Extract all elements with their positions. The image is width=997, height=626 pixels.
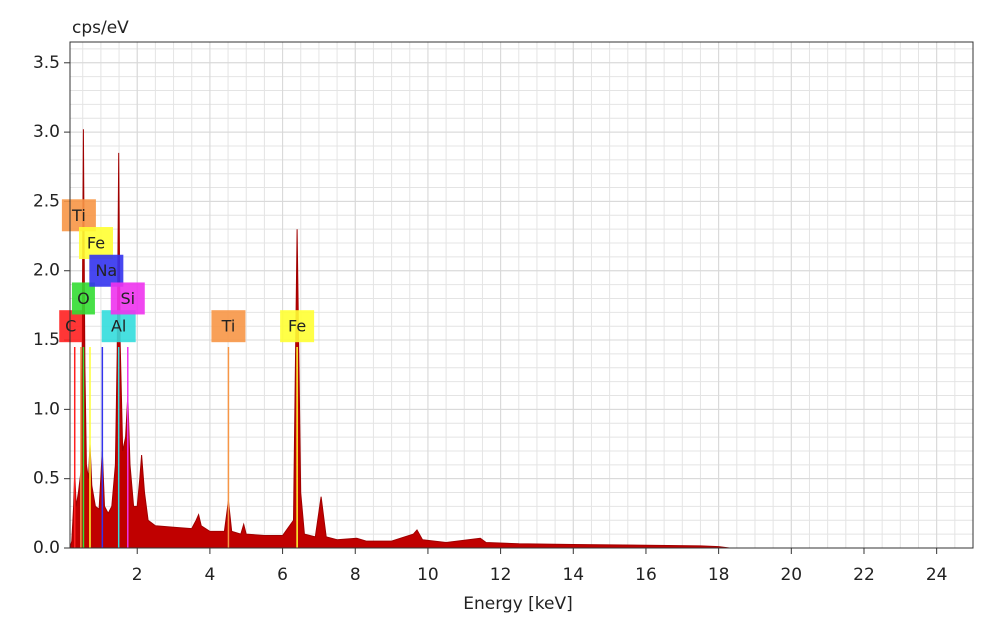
element-label: Al [111,317,126,336]
element-label: O [77,289,90,308]
y-tick-label: 0.0 [33,538,60,558]
element-label-box [89,254,124,287]
x-tick-label: 4 [204,565,215,585]
x-tick-label: 18 [708,565,730,585]
element-label: C [65,317,76,336]
element-label: Si [120,289,135,308]
x-tick-label: 16 [635,565,657,585]
element-label-box [61,199,96,232]
element-label-box [110,282,145,315]
x-tick-label: 14 [562,565,584,585]
x-tick-label: 10 [417,565,439,585]
element-label-box [280,310,315,343]
y-tick-label: 1.5 [33,330,60,350]
y-axis-label: cps/eV [72,18,129,38]
element-label: Ti [221,317,236,336]
x-tick-label: 8 [350,565,361,585]
element-label-box [78,227,113,260]
x-tick-label: 20 [780,565,802,585]
x-tick-label: 2 [132,565,143,585]
spectrum-area [69,129,973,549]
element-label-box [101,310,136,343]
element-label: Ti [71,206,86,225]
y-tick-label: 1.0 [33,399,60,419]
y-tick-label: 3.5 [33,53,60,73]
element-label-box [71,282,95,315]
element-label-box [59,310,83,343]
plot-frame [69,41,974,549]
element-label-box [211,310,246,343]
y-tick-label: 2.5 [33,191,60,211]
element-label: Fe [87,234,105,253]
x-tick-label: 24 [926,565,948,585]
y-tick-label: 2.0 [33,261,60,281]
element-label: Fe [288,317,306,336]
y-tick-label: 0.5 [33,469,60,489]
x-tick-label: 6 [277,565,288,585]
x-axis-label: Energy [keV] [463,594,573,614]
x-tick-label: 12 [490,565,512,585]
x-tick-label: 22 [853,565,875,585]
y-tick-label: 3.0 [33,122,60,142]
element-label: Na [95,261,117,280]
